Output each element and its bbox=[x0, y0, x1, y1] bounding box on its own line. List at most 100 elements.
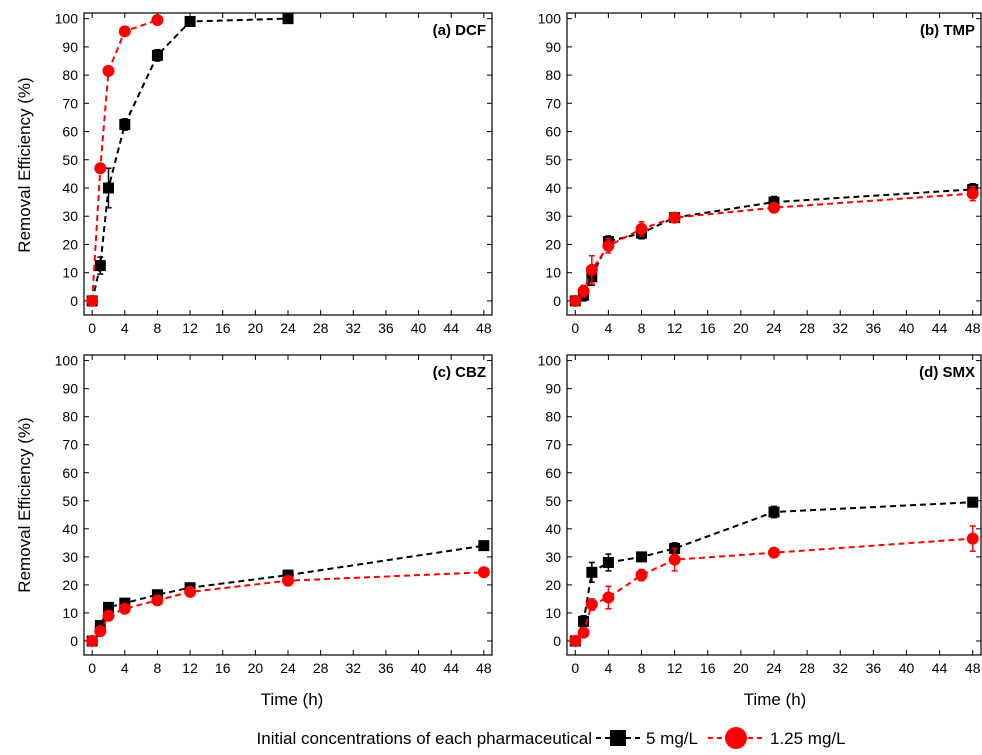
data-point-circle bbox=[668, 211, 681, 224]
data-point-circle bbox=[282, 574, 294, 587]
x-tick-label: 20 bbox=[733, 320, 749, 336]
x-tick-label: 48 bbox=[476, 660, 492, 676]
legend-marker-125mgL bbox=[725, 727, 747, 749]
data-point-circle bbox=[118, 25, 131, 38]
data-point-circle bbox=[86, 634, 99, 647]
data-point-square bbox=[102, 601, 114, 613]
data-point-square bbox=[151, 49, 163, 61]
x-tick-label: 12 bbox=[667, 660, 683, 676]
data-point-circle bbox=[602, 591, 615, 604]
y-tick-label: 100 bbox=[538, 11, 562, 27]
x-tick-label: 48 bbox=[965, 660, 981, 676]
x-tick-label: 44 bbox=[932, 320, 948, 336]
x-tick-label: 24 bbox=[280, 320, 296, 336]
panel-title: (d) SMX bbox=[919, 364, 975, 381]
legend-marker-5mgL bbox=[610, 730, 626, 746]
x-tick-label: 0 bbox=[571, 320, 579, 336]
y-tick-label: 30 bbox=[545, 208, 561, 224]
series-line bbox=[574, 192, 973, 302]
y-tick-label: 20 bbox=[62, 236, 78, 252]
y-tick-label: 40 bbox=[545, 521, 561, 537]
data-point-square bbox=[967, 496, 979, 508]
x-tick-label: 28 bbox=[313, 320, 329, 336]
x-tick-label: 0 bbox=[571, 660, 579, 676]
x-tick-label: 28 bbox=[799, 320, 815, 336]
y-tick-label: 50 bbox=[62, 493, 78, 509]
data-point-square bbox=[578, 615, 590, 627]
panel-title: (b) TMP bbox=[920, 22, 975, 39]
y-tick-label: 70 bbox=[545, 437, 561, 453]
data-point-circle bbox=[635, 222, 648, 235]
series-line bbox=[574, 501, 973, 642]
data-point-circle bbox=[118, 602, 131, 615]
data-point-square bbox=[282, 13, 294, 25]
data-point-circle bbox=[585, 263, 598, 276]
series-line bbox=[91, 544, 484, 642]
x-tick-label: 24 bbox=[280, 660, 296, 676]
y-tick-label: 10 bbox=[545, 265, 561, 281]
data-point-circle bbox=[151, 594, 164, 607]
panel-title: (a) DCF bbox=[433, 22, 486, 39]
panel-title: (c) CBZ bbox=[433, 364, 486, 381]
data-point-circle bbox=[668, 553, 681, 566]
y-tick-label: 20 bbox=[545, 236, 561, 252]
x-tick-label: 36 bbox=[378, 660, 394, 676]
data-point-square bbox=[636, 551, 648, 563]
plot-frame bbox=[83, 12, 493, 316]
y-tick-label: 100 bbox=[538, 353, 562, 369]
x-tick-label: 44 bbox=[443, 660, 459, 676]
data-point-circle bbox=[966, 532, 979, 545]
data-point-circle bbox=[86, 294, 99, 307]
x-tick-label: 20 bbox=[733, 660, 749, 676]
y-tick-label: 20 bbox=[62, 577, 78, 593]
y-tick-label: 90 bbox=[62, 39, 78, 55]
y-tick-label: 90 bbox=[545, 39, 561, 55]
y-tick-label: 40 bbox=[62, 180, 78, 196]
x-tick-label: 36 bbox=[866, 320, 882, 336]
data-point-circle bbox=[585, 598, 598, 611]
data-point-circle bbox=[768, 546, 780, 559]
y-tick-label: 30 bbox=[545, 549, 561, 565]
x-tick-label: 4 bbox=[121, 660, 129, 676]
data-point-circle bbox=[569, 294, 582, 307]
x-tick-label: 44 bbox=[932, 660, 948, 676]
data-point-square bbox=[478, 540, 490, 552]
data-point-square bbox=[184, 15, 196, 27]
y-axis-title-bottom: Removal Efficiency (%) bbox=[15, 417, 34, 592]
data-point-circle bbox=[151, 14, 164, 27]
x-tick-label: 24 bbox=[766, 660, 782, 676]
data-point-square bbox=[94, 260, 106, 272]
x-tick-label: 28 bbox=[799, 660, 815, 676]
y-tick-label: 0 bbox=[70, 293, 78, 309]
y-tick-label: 70 bbox=[62, 95, 78, 111]
y-tick-label: 80 bbox=[62, 409, 78, 425]
x-tick-label: 48 bbox=[965, 320, 981, 336]
y-tick-label: 10 bbox=[545, 605, 561, 621]
y-tick-label: 30 bbox=[62, 549, 78, 565]
y-tick-label: 60 bbox=[545, 465, 561, 481]
x-tick-label: 32 bbox=[832, 660, 848, 676]
data-point-circle bbox=[102, 64, 115, 77]
x-tick-label: 36 bbox=[866, 660, 882, 676]
x-tick-label: 16 bbox=[700, 320, 716, 336]
y-axis-title-top: Removal Efficiency (%) bbox=[15, 77, 34, 252]
data-point-square bbox=[768, 506, 780, 518]
x-tick-label: 28 bbox=[313, 660, 329, 676]
x-tick-label: 40 bbox=[411, 320, 427, 336]
data-point-circle bbox=[768, 201, 780, 214]
x-tick-label: 48 bbox=[476, 320, 492, 336]
data-point-square bbox=[102, 182, 114, 194]
y-tick-label: 0 bbox=[553, 633, 561, 649]
data-point-circle bbox=[577, 626, 590, 639]
x-tick-label: 16 bbox=[215, 320, 231, 336]
y-tick-label: 80 bbox=[545, 409, 561, 425]
y-tick-label: 0 bbox=[70, 633, 78, 649]
series-line bbox=[91, 17, 289, 302]
y-tick-label: 20 bbox=[545, 577, 561, 593]
y-tick-label: 0 bbox=[553, 293, 561, 309]
x-tick-label: 16 bbox=[700, 660, 716, 676]
